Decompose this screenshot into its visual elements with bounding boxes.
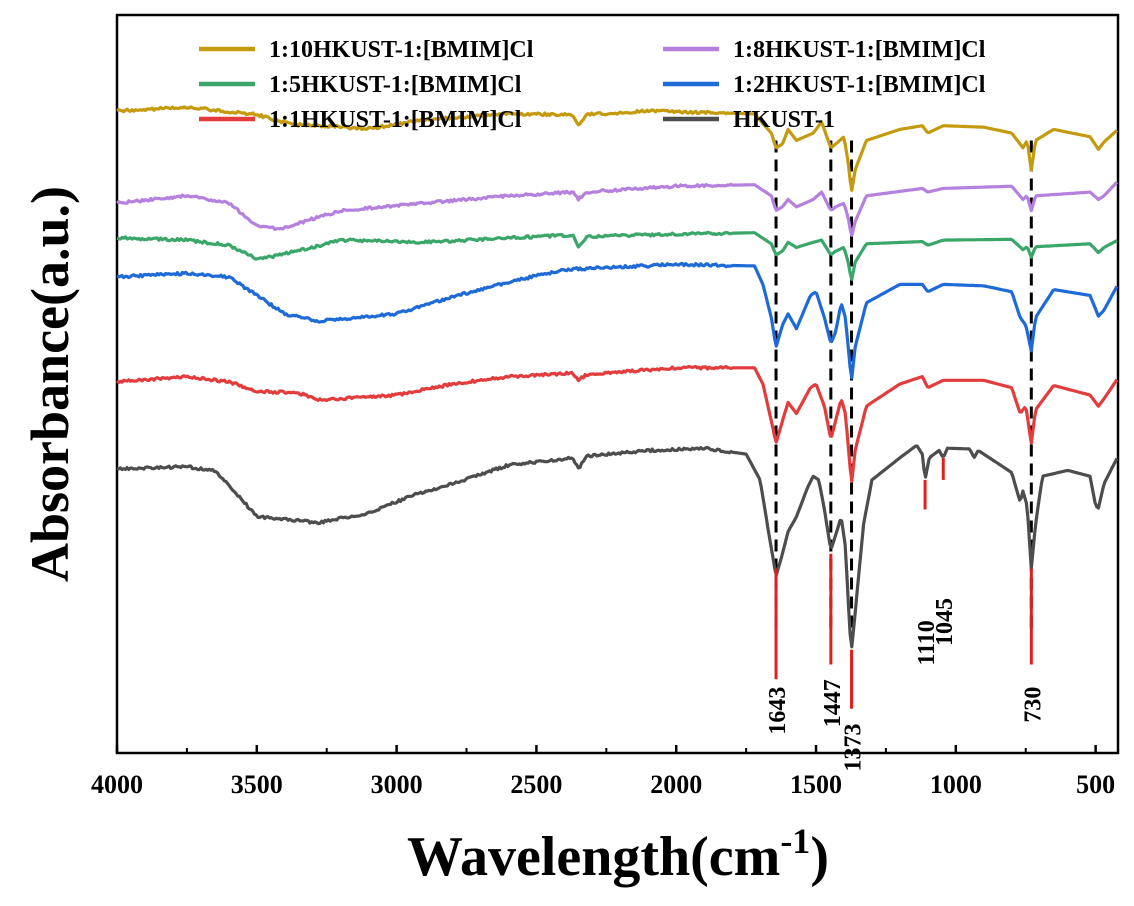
series-line-3 bbox=[116, 230, 1118, 281]
peak-label-1643: 1643 bbox=[765, 687, 791, 735]
series-line-4 bbox=[116, 261, 1119, 380]
y-axis-title: Absorbance(a.u.) bbox=[20, 186, 80, 582]
x-tick-label-500: 500 bbox=[1076, 770, 1115, 799]
peak-label-1373: 1373 bbox=[841, 724, 867, 772]
legend-label-3: 1:5HKUST-1:[BMIM]Cl bbox=[269, 72, 522, 98]
x-tick-label-1000: 1000 bbox=[930, 770, 982, 799]
series-line-1 bbox=[116, 105, 1118, 192]
series-line-2 bbox=[116, 181, 1119, 237]
x-tick-label-2500: 2500 bbox=[510, 770, 562, 799]
x-tick-label-1500: 1500 bbox=[790, 770, 842, 799]
legend-label-6: HKUST-1 bbox=[733, 107, 835, 133]
legend-label-1: 1:10HKUST-1:[BMIM]Cl bbox=[269, 37, 534, 63]
x-tick-label-2000: 2000 bbox=[650, 770, 702, 799]
x-tick-label-3000: 3000 bbox=[371, 770, 423, 799]
peak-label-730: 730 bbox=[1020, 687, 1046, 723]
x-axis-title-sup: -1 bbox=[780, 821, 810, 861]
peak-label-1110: 1110 bbox=[914, 620, 940, 665]
legend-label-4: 1:2HKUST-1:[BMIM]Cl bbox=[733, 72, 986, 98]
legend: 1:10HKUST-1:[BMIM]Cl 1:8HKUST-1:[BMIM]Cl 1… bbox=[199, 37, 986, 133]
x-axis-title: Wavelength(cm-1) bbox=[407, 821, 829, 888]
series-line-5 bbox=[115, 364, 1119, 483]
peak-label-1447: 1447 bbox=[820, 679, 846, 727]
x-axis-title-close: ) bbox=[810, 826, 829, 888]
plot-frame bbox=[115, 13, 1120, 755]
legend-label-5: 1:1HKUST-1:[BMIM]Cl bbox=[269, 107, 522, 133]
x-tick-label-3500: 3500 bbox=[231, 770, 283, 799]
x-axis-title-main: Wavelength(cm bbox=[407, 826, 780, 888]
peak-label-1045: 1045 bbox=[932, 598, 958, 646]
dashed-marker-group bbox=[774, 140, 1033, 635]
x-tick-group: 4000 3500 3000 2500 2000 1500 1000 500 bbox=[91, 745, 1115, 799]
series-line-6 bbox=[116, 444, 1119, 649]
legend-label-2: 1:8HKUST-1:[BMIM]Cl bbox=[733, 37, 986, 63]
red-marker-group bbox=[774, 457, 1033, 709]
series-group bbox=[115, 105, 1119, 649]
x-tick-label-4000: 4000 bbox=[91, 770, 143, 799]
